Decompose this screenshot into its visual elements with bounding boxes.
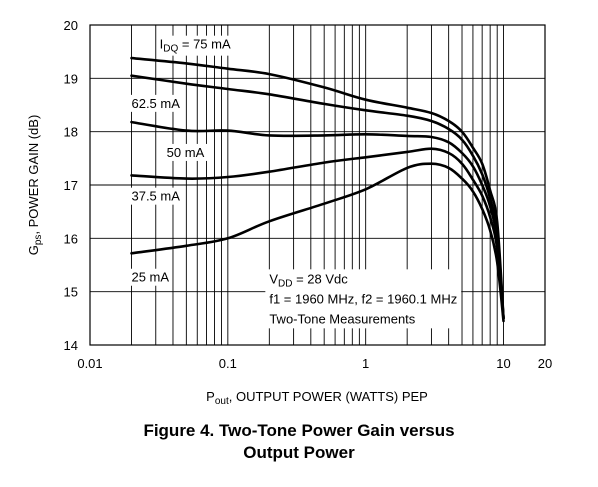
series-label-text: 62.5 mA [131,96,180,111]
annotation-sub: DD [278,278,292,289]
y-tick-label: 14 [64,338,78,353]
annotation-rest: = 28 Vdc [292,271,348,286]
series-line-0 [130,56,505,320]
series-label-prefix-sub: DQ [163,44,178,55]
annotation-line-0: VDD = 28 Vdc [269,271,348,289]
series-label-bg [163,143,208,161]
series-label-name: 37.5 mA [131,189,180,204]
x-tick-label: 10 [496,356,510,371]
series-label-prefix: I [160,37,164,52]
x-tick-label: 0.01 [77,356,102,371]
y-tick-label: 19 [64,71,78,86]
series-label-3: 37.5 mA [128,187,184,205]
y-axis-label-rest: , POWER GAIN (dB) [26,115,41,235]
x-axis-label-sub: out [215,396,229,407]
series-label-text: 25 mA [131,270,169,285]
series-label-bg [156,35,234,56]
series-label-bg [128,187,184,205]
power-gain-chart: 0.01 0.1 1 10 20 14 15 16 17 18 19 20 IDQ = 75 mA 62… [26,18,553,407]
x-axis-label: Pout, OUTPUT POWER (WATTS) PEP [206,389,428,407]
annotation-line-1: f1 = 1960 MHz, f2 = 1960.1 MHz [269,291,457,306]
y-tick-label: 20 [64,18,78,33]
figure-caption-line-2: Output Power [243,443,355,462]
y-tick-label: 17 [64,178,78,193]
series-line-2 [130,120,505,320]
series-label-text: 50 mA [167,145,205,160]
series-label-4: 25 mA [128,268,173,286]
series-line-1 [130,74,505,320]
y-tick-label: 15 [64,285,78,300]
y-axis-label: Gps, POWER GAIN (dB) [26,115,44,256]
series-label-name: 62.5 mA [131,96,180,111]
series-label-1: 62.5 mA [128,94,184,112]
y-tick-label: 16 [64,231,78,246]
x-tick-label: 1 [362,356,369,371]
series-label-bg [128,268,173,286]
series-line-3 [130,147,505,320]
x-tick-label: 20 [538,356,552,371]
figure-caption-line-1: Figure 4. Two-Tone Power Gain versus [143,421,455,440]
series-label-text: 37.5 mA [131,189,180,204]
plot-frame [89,24,546,346]
series-label-0: IDQ = 75 mA [156,35,234,56]
x-axis-label-rest: , OUTPUT POWER (WATTS) PEP [229,389,428,404]
annotation-bg [265,269,462,329]
y-axis-label-main: G [26,245,41,255]
x-axis-label-main: P [206,389,215,404]
annotation-line-2: Two-Tone Measurements [269,311,415,326]
annotation-block: VDD = 28 Vdc f1 = 1960 MHz, f2 = 1960.1 M… [265,269,462,329]
series-lines [130,56,505,323]
series-label-bg [128,94,184,112]
series-labels: IDQ = 75 mA 62.5 mA 50 mA 37.5 mA 25 mA [128,35,234,286]
series-label-name: = 75 mA [178,37,231,52]
series-line-4 [130,162,505,323]
conditions-annotation: VDD = 28 Vdc f1 = 1960 MHz, f2 = 1960.1 M… [265,269,462,329]
series-label-name: 25 mA [131,270,169,285]
y-tick-label: 18 [64,125,78,140]
series-label-name: 50 mA [167,145,205,160]
tick-labels: 0.01 0.1 1 10 20 14 15 16 17 18 19 20 [64,18,553,371]
series-label-text: IDQ = 75 mA [160,37,231,55]
series-label-2: 50 mA [163,143,208,161]
annotation-main: V [269,271,278,286]
y-axis-label-sub: ps [33,235,44,246]
x-tick-label: 0.1 [219,356,237,371]
